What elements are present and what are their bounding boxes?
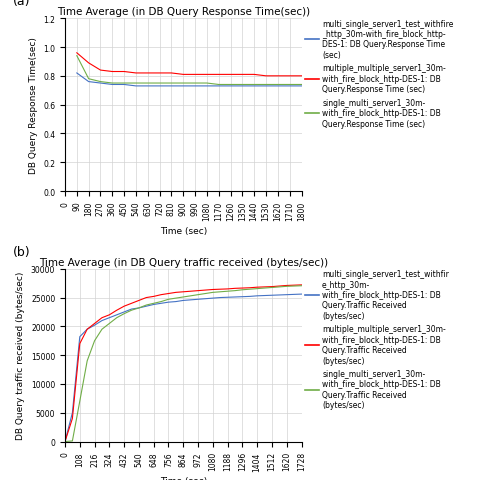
Legend: multi_single_server1_test_withfire
_http_30m-with_fire_block_http-
DES-1: DB Que: multi_single_server1_test_withfire _http…	[306, 20, 454, 128]
Y-axis label: DB Query traffic received (bytes/sec): DB Query traffic received (bytes/sec)	[16, 271, 26, 439]
Text: (a): (a)	[13, 0, 30, 9]
Legend: multi_single_server1_test_withfir
e_http_30m-
with_fire_block_http-DES-1: DB
Que: multi_single_server1_test_withfir e_http…	[306, 270, 449, 409]
X-axis label: Time (sec): Time (sec)	[160, 226, 207, 235]
Y-axis label: DB Query Response Time(sec): DB Query Response Time(sec)	[28, 37, 38, 174]
Title: Time Average (in DB Query traffic received (bytes/sec)): Time Average (in DB Query traffic receiv…	[38, 257, 328, 267]
Title: Time Average (in DB Query Response Time(sec)): Time Average (in DB Query Response Time(…	[56, 7, 310, 17]
X-axis label: Time (sec): Time (sec)	[160, 476, 207, 480]
Text: (b): (b)	[13, 245, 30, 258]
